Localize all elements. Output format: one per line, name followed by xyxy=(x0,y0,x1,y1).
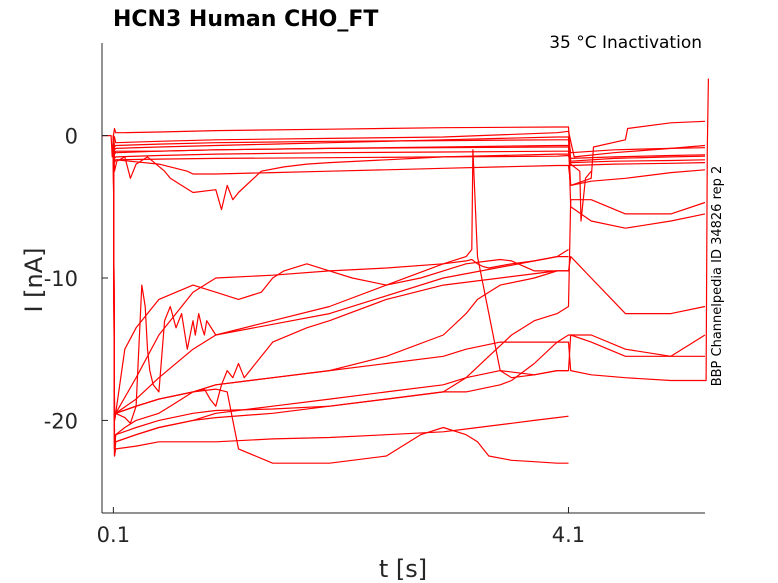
trace-line-5 xyxy=(112,135,706,164)
trace-line-16 xyxy=(112,135,569,457)
trace-line-14 xyxy=(112,135,706,450)
trace-line-11 xyxy=(112,135,569,421)
trace-line-21 xyxy=(112,135,706,229)
trace-line-12 xyxy=(112,135,706,457)
trace-line-9 xyxy=(112,135,569,424)
x-tick-label-1: 0.1 xyxy=(97,523,130,547)
x-axis-label: t [s] xyxy=(379,555,427,583)
trace-line-15 xyxy=(112,135,569,450)
side-label: BBP Channelpedia ID 34826 rep 2 xyxy=(710,166,725,387)
trace-line-2 xyxy=(112,126,706,162)
trace-line-10 xyxy=(112,135,569,421)
trace-line-7 xyxy=(112,120,706,186)
trace-line-13 xyxy=(112,135,569,450)
chart-title: HCN3 Human CHO_FT xyxy=(113,7,378,32)
trace-line-20 xyxy=(112,135,705,421)
plot-traces xyxy=(102,78,709,464)
chart-subtitle: 35 °C Inactivation xyxy=(549,33,702,53)
y-ticks: 0 -10 -20 xyxy=(44,125,108,433)
trace-line-23 xyxy=(705,78,709,382)
x-tick-label-2: 4.1 xyxy=(552,523,585,547)
trace-line-3 xyxy=(112,135,706,154)
trace-line-19 xyxy=(112,135,706,421)
trace-line-22 xyxy=(112,135,706,186)
trace-line-1 xyxy=(102,130,706,158)
y-axis-label: I [nA] xyxy=(20,247,48,312)
trace-line-18 xyxy=(112,135,705,421)
y-tick-label-1: 0 xyxy=(65,125,78,149)
y-tick-label-2: -10 xyxy=(44,267,78,291)
x-ticks: 0.1 4.1 xyxy=(97,507,585,547)
y-tick-label-3: -20 xyxy=(44,409,78,433)
